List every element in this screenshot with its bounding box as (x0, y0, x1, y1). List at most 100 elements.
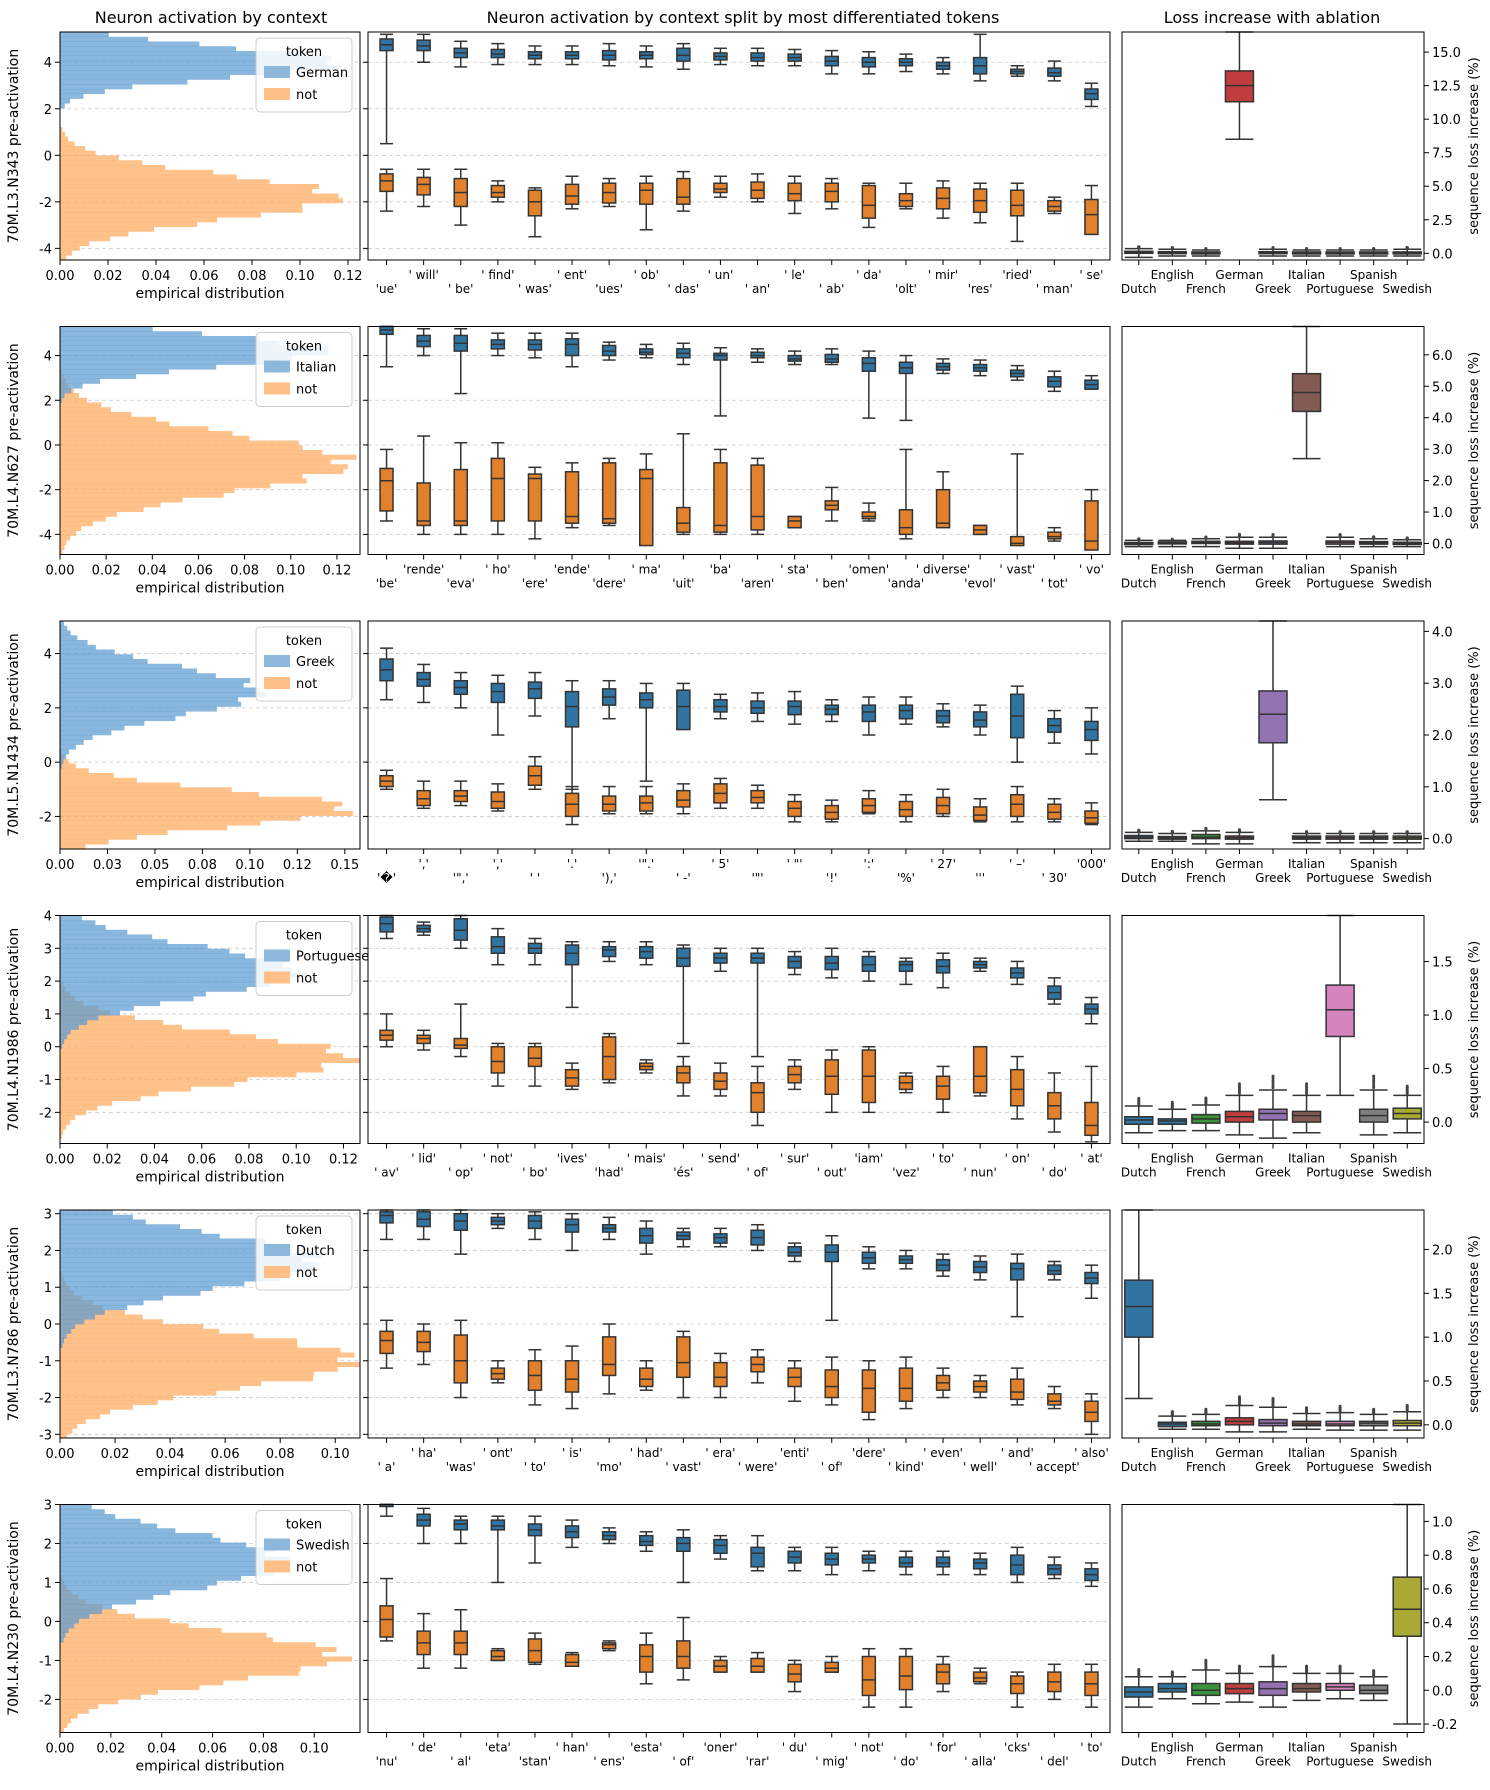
hist-bar-dutch (60, 1219, 146, 1225)
x-tick-label: 0.05 (140, 858, 169, 873)
box-not (713, 1361, 728, 1388)
y-tick-label: 1 (44, 1281, 52, 1296)
hist-bar-not (60, 1058, 360, 1064)
language-label: German (1215, 857, 1263, 871)
token-label: 'rar' (746, 1755, 770, 1769)
legend: token Greek not (255, 626, 353, 702)
hist-bar-not (60, 1642, 316, 1648)
hist-bar-not (60, 217, 218, 223)
legend-title: token (286, 1518, 322, 1533)
hist-bar-swedish (60, 1618, 80, 1624)
loss-y-tick-label: 1.0 (1432, 1515, 1453, 1530)
box-not (416, 482, 431, 527)
hist-bar-not (60, 473, 303, 479)
language-label: Greek (1255, 1755, 1291, 1769)
y-axis-label: 70M.L3.N343 pre-activation (6, 49, 22, 243)
hist-bar-not (60, 402, 102, 408)
loss-outlier (1271, 1076, 1275, 1080)
box-not (935, 1075, 951, 1100)
hist-bar-not (60, 1376, 314, 1382)
hist-bar-dutch (60, 1252, 323, 1258)
loss-outlier (1372, 1076, 1376, 1080)
box-greek (527, 681, 543, 700)
legend-title: token (286, 634, 322, 649)
hist-bar-not (60, 1414, 101, 1420)
token-label: ' were' (738, 1460, 778, 1474)
hist-bar-swedish (60, 1504, 92, 1510)
legend-label-language: German (296, 66, 348, 81)
hist-bar-swedish (60, 1528, 176, 1534)
hist-bar-italian (60, 388, 72, 394)
hist-bar-swedish (60, 1542, 247, 1548)
hist-bar-swedish (60, 1637, 64, 1643)
y-tick-label: -2 (39, 1392, 52, 1407)
title-box: Neuron activation by context split by mo… (487, 8, 1000, 27)
hist-bar-german (60, 89, 105, 95)
token-label: ' on' (1005, 1152, 1030, 1166)
token-label: ' out' (817, 1166, 847, 1180)
language-label: German (1215, 1446, 1263, 1460)
y-tick-label: 4 (44, 56, 52, 71)
box-not (824, 1661, 839, 1673)
box-not (824, 182, 839, 203)
token-label: 'eta' (485, 1741, 511, 1755)
hist-bar-not (60, 1395, 174, 1401)
box-not (1084, 1101, 1099, 1137)
box-frame (367, 31, 1111, 261)
hist-bar-not (60, 1371, 314, 1377)
hist-bar-not (60, 839, 109, 845)
language-label: French (1186, 1460, 1226, 1474)
legend: token Italian not (255, 332, 353, 407)
token-label: ' mig' (815, 1755, 848, 1769)
language-label: Dutch (1121, 871, 1157, 885)
token-label: 'res' (968, 282, 993, 296)
box-not (861, 184, 877, 219)
box-dutch (787, 1246, 802, 1257)
hist-bar-not (60, 1110, 87, 1116)
hist-bar-portuguese (60, 1020, 88, 1026)
legend-swatch-not (264, 971, 290, 984)
token-label: 'be' (376, 577, 398, 591)
hist-bar-german (60, 60, 328, 66)
y-tick-label: 0 (44, 439, 52, 454)
hist-bar-not (60, 1651, 323, 1657)
hist-bar-italian (60, 378, 100, 384)
hist-bar-italian (60, 326, 153, 332)
hist-bar-not (60, 146, 86, 152)
token-label: ':' (864, 857, 875, 871)
hist-bar-italian (60, 336, 260, 342)
panel-row-2: -4 -2 0 2 4 0.00 0.02 0.04 0.06 0.08 0.10 0.12 empir… (6, 325, 1482, 597)
token-label: ' accept' (1029, 1460, 1080, 1474)
hist-bar-german (60, 55, 332, 61)
language-label: Spanish (1350, 1152, 1397, 1166)
hist-bar-not (60, 763, 76, 769)
hist-bar-greek (60, 758, 64, 764)
y-tick-label: -2 (39, 196, 52, 211)
hist-bar-dutch (60, 1267, 314, 1273)
hist-bar-not (60, 1419, 86, 1425)
hist-bar-not (60, 549, 63, 555)
hist-panel: -2 0 2 4 0.00 0.03 0.05 0.08 0.10 0.12 0.15 empiric… (6, 620, 361, 891)
hist-bar-not (60, 421, 170, 427)
legend: token Swedish not (255, 1510, 353, 1585)
loss-box-spanish (1358, 1684, 1389, 1695)
box-not (972, 806, 988, 822)
language-label: English (1151, 563, 1194, 577)
token-label: 'ives' (557, 1152, 588, 1166)
token-label: '%' (897, 871, 915, 885)
token-label: ' to' (932, 1152, 954, 1166)
loss-y-tick-label: 1.0 (1432, 1331, 1453, 1346)
legend-label-language: Italian (296, 361, 336, 376)
hist-bar-italian (60, 350, 329, 356)
box-panel: 'nu' ' de' ' al' 'eta' 'stan' ' han' ' ens' 'es… (363, 1503, 1111, 1769)
loss-outlier (1237, 1082, 1241, 1086)
loss-panel: DutchEnglishFrenchGermanGreekItalianPort… (1121, 914, 1482, 1180)
loss-ylabel: sequence loss increase (%) (1467, 941, 1482, 1118)
box-dutch (824, 1244, 839, 1263)
hist-bar-not (60, 768, 89, 774)
hist-bar-portuguese (60, 967, 293, 973)
x-tick-label: 0.10 (235, 858, 264, 873)
x-tick-label: 0.00 (46, 1153, 75, 1168)
hist-bar-dutch (60, 1286, 213, 1292)
